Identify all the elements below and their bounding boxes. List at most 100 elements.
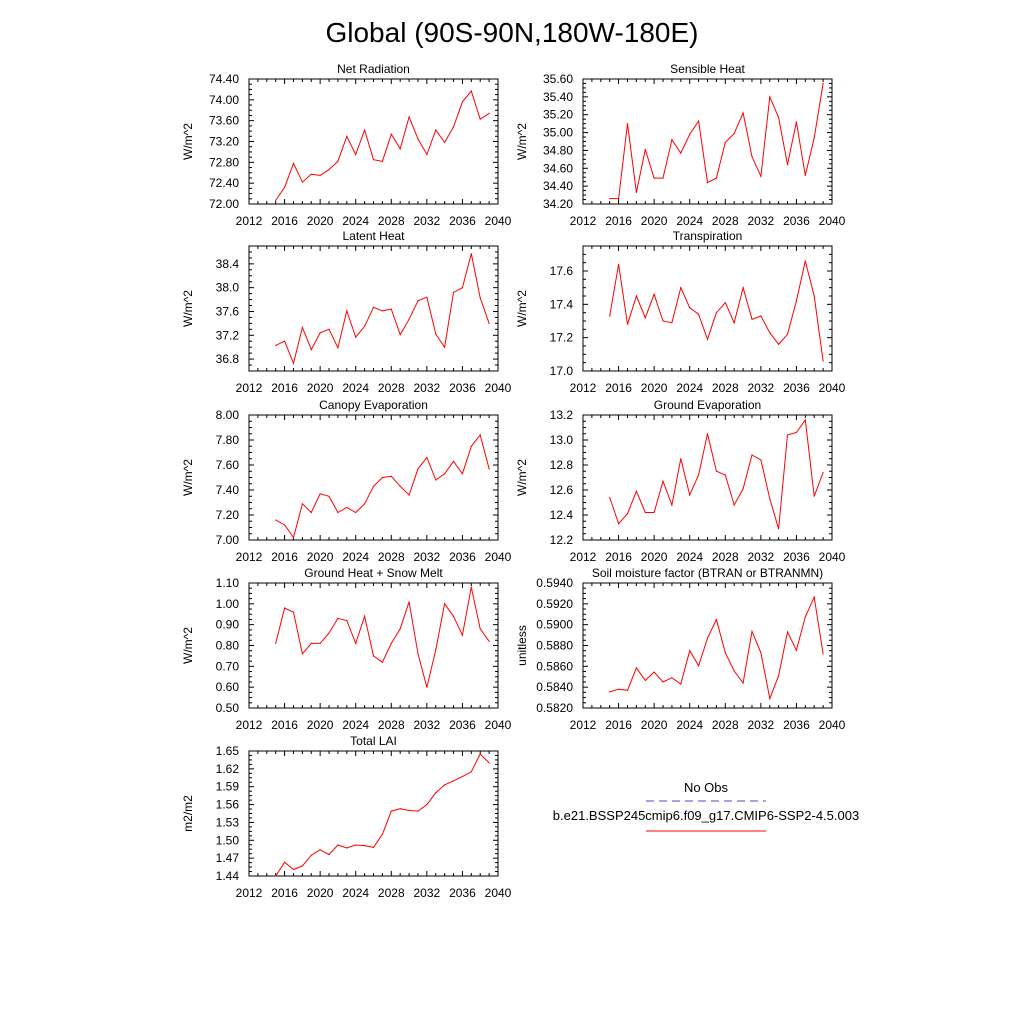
x-tick-label: 2012 xyxy=(236,718,263,732)
data-point xyxy=(733,504,735,506)
data-point xyxy=(715,177,718,179)
data-point xyxy=(786,333,789,335)
data-point xyxy=(804,616,806,618)
data-point xyxy=(435,129,437,131)
x-tick-label: 2012 xyxy=(570,214,597,228)
data-point xyxy=(337,160,339,162)
data-point xyxy=(488,112,490,114)
x-tick-label: 2040 xyxy=(819,214,846,228)
y-tick-label: 0.5820 xyxy=(536,701,573,715)
data-point xyxy=(275,519,277,521)
legend-obs-label: No Obs xyxy=(684,780,729,795)
data-point xyxy=(698,313,700,315)
x-tick-label: 2024 xyxy=(342,381,369,395)
data-point xyxy=(778,343,780,345)
x-tick-label: 2016 xyxy=(605,381,632,395)
data-point xyxy=(417,300,419,302)
y-tick-label: 0.80 xyxy=(216,639,240,653)
data-point xyxy=(644,148,646,151)
y-tick-label: 0.5860 xyxy=(536,659,573,673)
x-tick-label: 2016 xyxy=(605,550,632,564)
y-tick-label: 1.56 xyxy=(216,798,240,812)
y-tick-label: 1.47 xyxy=(216,851,240,865)
data-point xyxy=(751,630,753,633)
data-point xyxy=(751,318,753,320)
data-point xyxy=(328,169,330,171)
y-tick-label: 17.0 xyxy=(550,364,574,378)
data-point xyxy=(319,493,321,495)
data-point xyxy=(662,681,664,683)
data-point xyxy=(346,847,348,849)
x-tick-label: 2036 xyxy=(783,381,810,395)
panel-title: Sensible Heat xyxy=(670,62,745,76)
data-point xyxy=(461,776,463,778)
data-point xyxy=(671,139,673,141)
data-point xyxy=(822,471,824,474)
x-tick-label: 2020 xyxy=(307,214,334,228)
data-point xyxy=(284,340,286,342)
data-point xyxy=(364,845,366,847)
data-point xyxy=(742,682,744,684)
x-tick-label: 2024 xyxy=(676,718,703,732)
data-point xyxy=(417,468,419,470)
data-point xyxy=(618,263,620,265)
data-point xyxy=(804,260,806,262)
data-point xyxy=(444,346,446,348)
data-point xyxy=(635,667,638,669)
x-tick-label: 2036 xyxy=(449,718,476,732)
data-point xyxy=(822,360,824,362)
panel-ground-heat-snow-melt: Ground Heat + Snow Melt W/m^2 2012 2016 2020… xyxy=(181,566,512,732)
data-point xyxy=(680,683,682,685)
data-point xyxy=(795,649,798,651)
data-point xyxy=(822,82,824,85)
x-tick-label: 2028 xyxy=(378,381,405,395)
data-point xyxy=(479,628,481,630)
y-tick-label: 34.60 xyxy=(543,161,573,175)
data-point xyxy=(715,312,718,314)
data-point xyxy=(769,698,771,700)
data-point xyxy=(284,607,286,609)
data-point xyxy=(319,849,321,851)
y-tick-label: 72.00 xyxy=(209,197,239,211)
panel-title: Ground Evaporation xyxy=(654,398,761,412)
x-tick-label: 2036 xyxy=(783,550,810,564)
data-point xyxy=(635,295,638,297)
data-point xyxy=(461,101,463,103)
y-tick-label: 35.60 xyxy=(543,72,573,86)
x-tick-label: 2020 xyxy=(307,886,334,900)
data-point xyxy=(479,297,481,299)
data-point xyxy=(372,306,375,308)
data-point xyxy=(452,780,455,782)
x-tick-label: 2028 xyxy=(712,381,739,395)
data-point xyxy=(618,688,620,690)
data-point xyxy=(488,322,490,324)
data-point xyxy=(733,670,735,672)
data-point xyxy=(372,159,375,161)
y-tick-label: 17.6 xyxy=(550,264,574,278)
data-point xyxy=(444,603,446,605)
y-tick-label: 1.00 xyxy=(216,597,240,611)
data-point xyxy=(698,665,700,667)
y-tick-label: 35.20 xyxy=(543,108,573,122)
data-point xyxy=(337,844,339,846)
x-tick-label: 2020 xyxy=(307,381,334,395)
y-tick-label: 1.50 xyxy=(216,833,240,847)
data-point xyxy=(689,650,691,652)
data-point xyxy=(452,460,455,462)
x-tick-label: 2040 xyxy=(485,886,512,900)
data-point xyxy=(769,498,771,500)
data-point xyxy=(381,310,383,312)
data-point xyxy=(671,322,673,324)
data-point xyxy=(301,865,303,867)
x-tick-label: 2036 xyxy=(449,886,476,900)
y-tick-label: 36.8 xyxy=(216,352,240,366)
data-point xyxy=(671,504,673,506)
data-point xyxy=(328,632,330,634)
x-tick-label: 2020 xyxy=(641,214,668,228)
y-tick-label: 12.4 xyxy=(550,508,574,522)
data-point xyxy=(284,861,286,863)
y-axis-label: W/m^2 xyxy=(515,459,529,496)
legend-model-label: b.e21.BSSP245cmip6.f09_g17.CMIP6-SSP2-4.… xyxy=(553,808,859,823)
panel-latent-heat: Latent Heat W/m^2 2012 2016 2020 2024 2028 2032… xyxy=(181,229,512,395)
x-tick-label: 2032 xyxy=(414,886,441,900)
